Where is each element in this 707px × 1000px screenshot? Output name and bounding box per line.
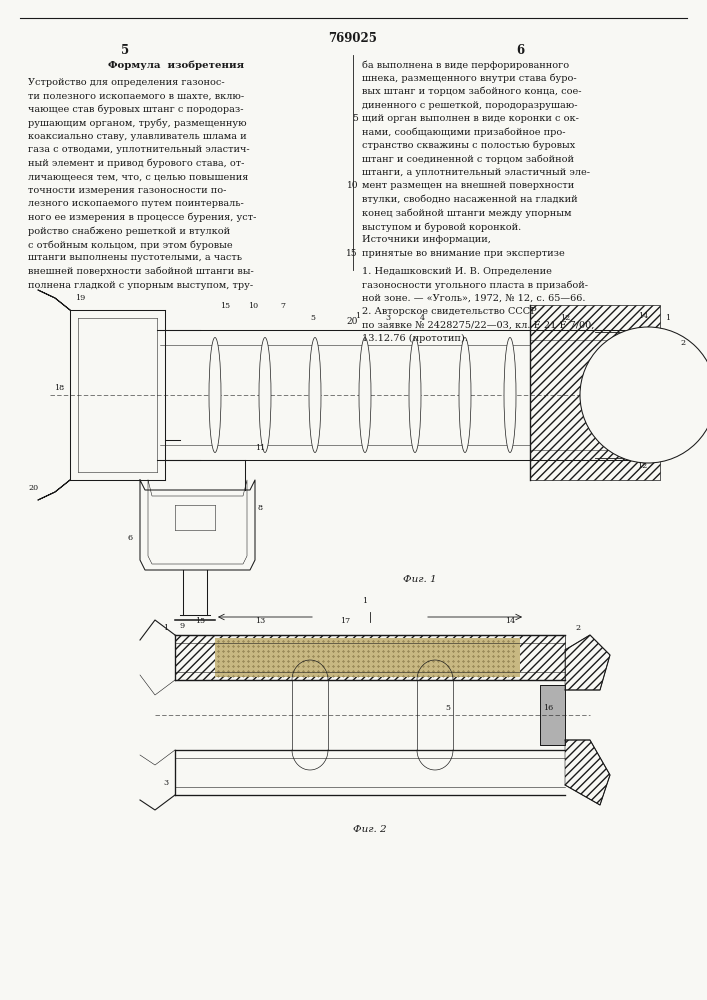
Text: вых штанг и торцом забойного конца, сое-: вых штанг и торцом забойного конца, сое- <box>362 87 581 97</box>
Text: нами, сообщающими призабойное про-: нами, сообщающими призабойное про- <box>362 127 566 137</box>
Text: полнена гладкой с упорным выступом, тру-: полнена гладкой с упорным выступом, тру- <box>28 280 253 290</box>
Text: штанг и соединенной с торцом забойной: штанг и соединенной с торцом забойной <box>362 154 574 164</box>
Ellipse shape <box>504 338 516 452</box>
Text: 1: 1 <box>163 624 168 632</box>
Text: мент размещен на внешней поверхности: мент размещен на внешней поверхности <box>362 182 574 190</box>
Ellipse shape <box>259 338 271 452</box>
Text: 12: 12 <box>560 314 571 322</box>
Text: 12: 12 <box>637 462 647 470</box>
Text: газоносности угольного пласта в призабой-: газоносности угольного пласта в призабой… <box>362 280 588 290</box>
Text: 2: 2 <box>680 339 685 347</box>
Text: 10: 10 <box>346 182 358 190</box>
Text: 20: 20 <box>28 484 38 492</box>
Text: 1: 1 <box>363 597 368 605</box>
Text: 2: 2 <box>575 624 580 632</box>
Text: по заявке № 2428275/22—03, кл. Е 21 F 7/00,: по заявке № 2428275/22—03, кл. Е 21 F 7/… <box>362 320 595 330</box>
Text: 3: 3 <box>385 314 390 322</box>
Bar <box>530 305 660 480</box>
Text: лезного ископаемого путем поинтерваль-: лезного ископаемого путем поинтерваль- <box>28 200 244 209</box>
Text: газа с отводами, уплотнительный эластич-: газа с отводами, уплотнительный эластич- <box>28 145 250 154</box>
Text: 1: 1 <box>665 314 670 322</box>
Text: Источники информации,: Источники информации, <box>362 235 491 244</box>
Text: ти полезного ископаемого в шахте, вклю-: ти полезного ископаемого в шахте, вклю- <box>28 92 244 101</box>
Bar <box>175 635 565 680</box>
Text: странство скважины с полостью буровых: странство скважины с полостью буровых <box>362 141 575 150</box>
Text: 5: 5 <box>310 314 315 322</box>
Text: Устройство для определения газонос-: Устройство для определения газонос- <box>28 78 225 87</box>
Text: ройство снабжено решеткой и втулкой: ройство снабжено решеткой и втулкой <box>28 227 230 236</box>
Text: 1: 1 <box>355 312 360 320</box>
Text: точности измерения газоносности по-: точности измерения газоносности по- <box>28 186 226 195</box>
Text: 20: 20 <box>346 316 358 326</box>
Text: 6: 6 <box>128 534 133 542</box>
Text: щий орган выполнен в виде коронки с ок-: щий орган выполнен в виде коронки с ок- <box>362 114 579 123</box>
Text: 16: 16 <box>543 704 554 712</box>
Text: рушающим органом, трубу, размещенную: рушающим органом, трубу, размещенную <box>28 118 247 128</box>
Text: 14: 14 <box>638 312 648 320</box>
Text: 15: 15 <box>346 249 358 258</box>
Text: диненного с решеткой, породоразрушаю-: диненного с решеткой, породоразрушаю- <box>362 101 578 109</box>
Text: штанги, а уплотнительный эластичный эле-: штанги, а уплотнительный эластичный эле- <box>362 168 590 177</box>
Text: 7: 7 <box>280 302 285 310</box>
Text: 8: 8 <box>258 504 263 512</box>
Text: 15: 15 <box>195 617 205 625</box>
Text: с отбойным кольцом, при этом буровые: с отбойным кольцом, при этом буровые <box>28 240 233 249</box>
Text: 2. Авторское свидетельство СССР: 2. Авторское свидетельство СССР <box>362 307 537 316</box>
Ellipse shape <box>359 338 371 452</box>
Text: 5: 5 <box>445 704 450 712</box>
Text: Фиг. 1: Фиг. 1 <box>403 575 437 584</box>
Text: 13.12.76 (прототип).: 13.12.76 (прототип). <box>362 334 468 343</box>
Ellipse shape <box>409 338 421 452</box>
Text: 19: 19 <box>75 294 86 302</box>
Ellipse shape <box>309 338 321 452</box>
Bar <box>540 685 565 745</box>
Text: втулки, свободно насаженной на гладкий: втулки, свободно насаженной на гладкий <box>362 195 578 205</box>
Text: коаксиально ставу, улавливатель шлама и: коаксиально ставу, улавливатель шлама и <box>28 132 247 141</box>
Text: конец забойной штанги между упорным: конец забойной штанги между упорным <box>362 209 571 218</box>
Text: 17: 17 <box>340 617 350 625</box>
Text: 5: 5 <box>352 114 358 123</box>
Text: 5: 5 <box>121 44 129 57</box>
Text: шнека, размещенного внутри става буро-: шнека, размещенного внутри става буро- <box>362 74 577 83</box>
Text: 10: 10 <box>248 302 258 310</box>
Text: 3: 3 <box>163 779 168 787</box>
Text: принятые во внимание при экспертизе: принятые во внимание при экспертизе <box>362 249 565 258</box>
Ellipse shape <box>209 338 221 452</box>
Circle shape <box>580 327 707 463</box>
Bar <box>215 638 520 677</box>
Text: личающееся тем, что, с целью повышения: личающееся тем, что, с целью повышения <box>28 172 248 182</box>
Text: Фиг. 2: Фиг. 2 <box>354 825 387 834</box>
Text: выступом и буровой коронкой.: выступом и буровой коронкой. <box>362 222 521 232</box>
Text: 4: 4 <box>420 314 425 322</box>
Text: ный элемент и привод бурового става, от-: ный элемент и привод бурового става, от- <box>28 159 245 168</box>
Text: 15: 15 <box>220 302 230 310</box>
Text: Формула  изобретения: Формула изобретения <box>108 60 244 70</box>
Text: 9: 9 <box>180 622 185 630</box>
Ellipse shape <box>459 338 471 452</box>
Text: чающее став буровых штанг с породораз-: чающее став буровых штанг с породораз- <box>28 105 243 114</box>
Text: 18: 18 <box>54 384 64 392</box>
Text: 14: 14 <box>505 617 515 625</box>
Text: штанги выполнены пустотелыми, а часть: штанги выполнены пустотелыми, а часть <box>28 253 242 262</box>
Text: 769025: 769025 <box>329 32 378 45</box>
Text: ной зоне. — «Уголь», 1972, № 12, с. 65—66.: ной зоне. — «Уголь», 1972, № 12, с. 65—6… <box>362 294 585 302</box>
Text: 11: 11 <box>255 444 265 452</box>
Text: внешней поверхности забойной штанги вы-: внешней поверхности забойной штанги вы- <box>28 267 254 276</box>
Text: ба выполнена в виде перфорированного: ба выполнена в виде перфорированного <box>362 60 569 70</box>
Text: 1. Недашковский И. В. Определение: 1. Недашковский И. В. Определение <box>362 266 552 275</box>
Text: 6: 6 <box>516 44 524 57</box>
Text: 13: 13 <box>255 617 265 625</box>
Text: ного ее измерения в процессе бурения, уст-: ного ее измерения в процессе бурения, ус… <box>28 213 257 223</box>
